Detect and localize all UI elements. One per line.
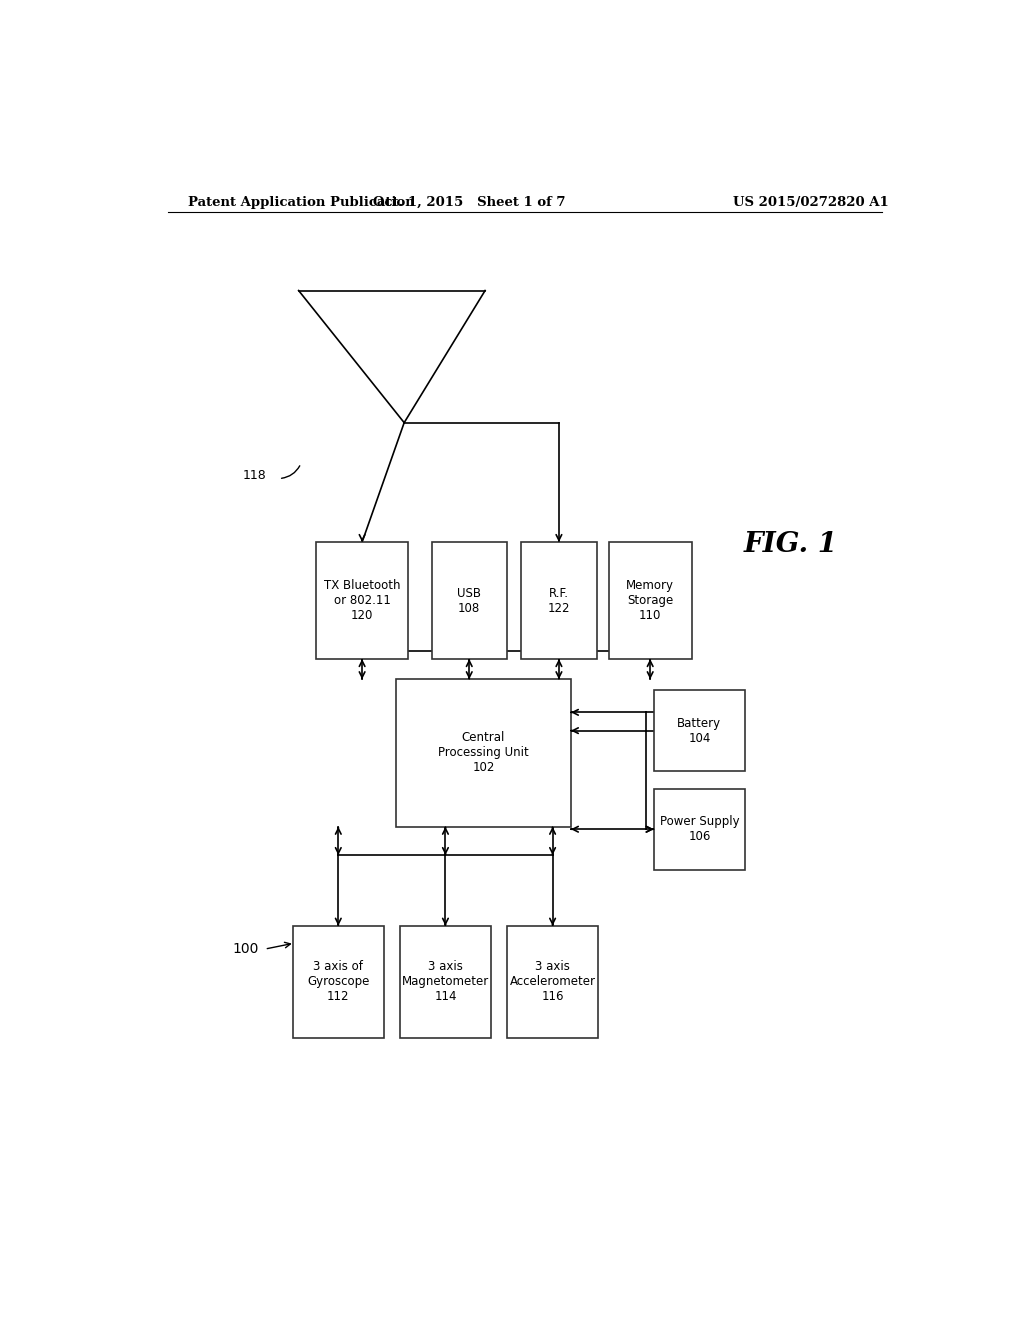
Text: Central
Processing Unit
102: Central Processing Unit 102: [438, 731, 529, 775]
Bar: [396, 680, 570, 826]
Text: US 2015/0272820 A1: US 2015/0272820 A1: [732, 195, 889, 209]
Text: 100: 100: [232, 942, 259, 956]
Text: R.F.
122: R.F. 122: [548, 586, 570, 615]
Text: Power Supply
106: Power Supply 106: [659, 816, 739, 843]
Text: FIG. 1: FIG. 1: [743, 531, 838, 558]
Bar: [507, 925, 598, 1038]
Bar: [608, 543, 692, 659]
Text: 3 axis
Accelerometer
116: 3 axis Accelerometer 116: [510, 960, 596, 1003]
Bar: [293, 925, 384, 1038]
Bar: [653, 788, 745, 870]
Bar: [431, 543, 507, 659]
Text: Patent Application Publication: Patent Application Publication: [187, 195, 415, 209]
Bar: [399, 925, 492, 1038]
Text: 3 axis of
Gyroscope
112: 3 axis of Gyroscope 112: [307, 960, 370, 1003]
Text: Oct. 1, 2015   Sheet 1 of 7: Oct. 1, 2015 Sheet 1 of 7: [373, 195, 565, 209]
Bar: [521, 543, 597, 659]
Text: Battery
104: Battery 104: [677, 717, 722, 744]
Text: 118: 118: [243, 469, 267, 482]
Bar: [316, 543, 408, 659]
Text: 3 axis
Magnetometer
114: 3 axis Magnetometer 114: [401, 960, 489, 1003]
Text: TX Bluetooth
or 802.11
120: TX Bluetooth or 802.11 120: [324, 579, 400, 622]
Bar: [653, 690, 745, 771]
Text: Memory
Storage
110: Memory Storage 110: [627, 579, 674, 622]
Text: USB
108: USB 108: [458, 586, 481, 615]
